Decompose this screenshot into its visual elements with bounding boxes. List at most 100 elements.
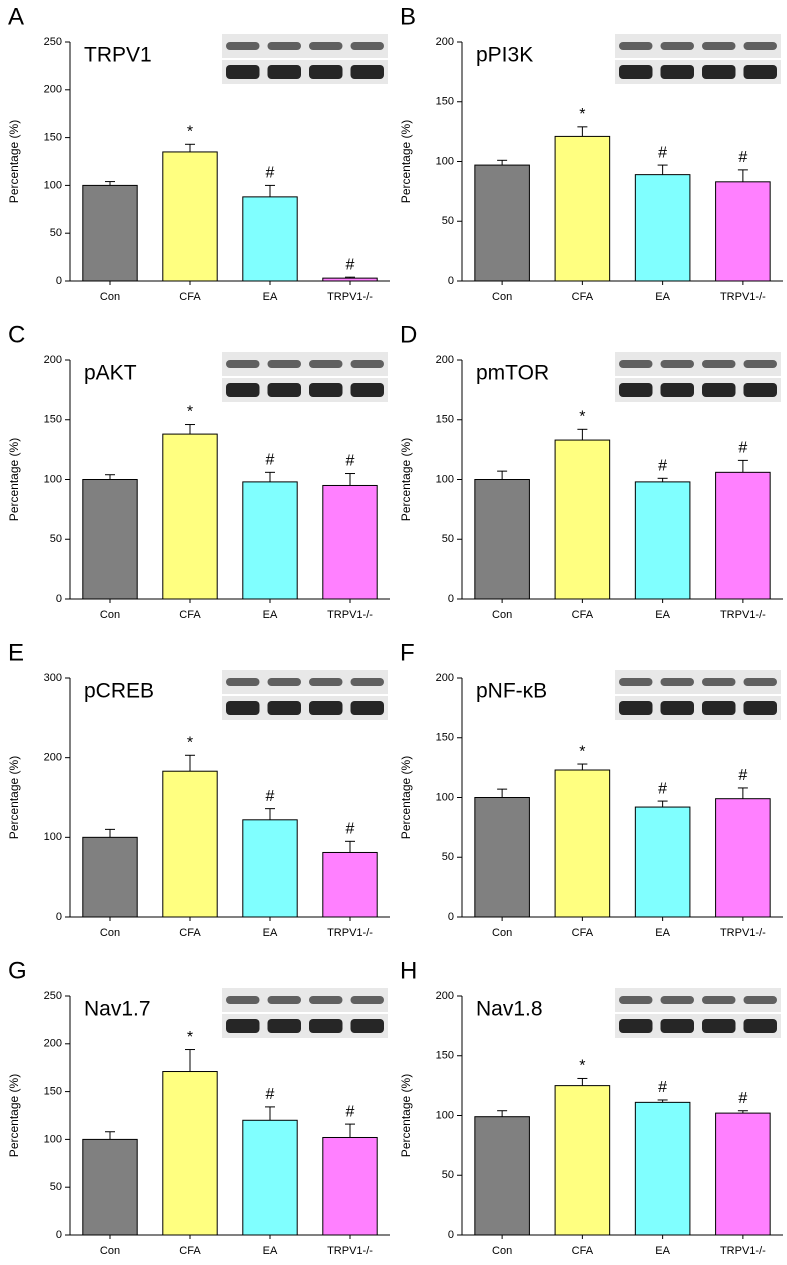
blot-band <box>226 701 260 715</box>
x-tick-label: EA <box>263 609 278 621</box>
panel-label: H <box>400 957 417 984</box>
significance-marker: # <box>658 780 667 797</box>
significance-marker: # <box>658 1079 667 1096</box>
y-tick-label: 150 <box>44 414 62 426</box>
significance-marker: # <box>346 453 355 470</box>
significance-marker: * <box>187 734 193 751</box>
panel: H Nav1.8 Percentage (%) 0 50 100 150 200 Con CFA *… <box>399 957 783 1257</box>
bar <box>634 174 691 282</box>
panel-title: pCREB <box>84 680 154 703</box>
x-tick-label: Con <box>492 927 512 939</box>
y-tick-label: 100 <box>436 1109 454 1121</box>
blot-band <box>702 360 736 368</box>
y-tick-label: 100 <box>44 179 62 191</box>
x-tick-label: CFA <box>179 1245 201 1257</box>
y-tick-label: 200 <box>436 36 454 48</box>
blot-band <box>743 65 777 79</box>
blot-band <box>702 65 736 79</box>
x-tick-label: CFA <box>572 291 594 303</box>
x-tick-label: CFA <box>179 291 201 303</box>
y-tick-label: 200 <box>436 990 454 1002</box>
blot-band <box>226 360 260 368</box>
significance-marker: * <box>579 409 585 426</box>
blot-band <box>350 383 384 397</box>
y-tick-label: 50 <box>442 215 454 227</box>
blot-band <box>267 701 301 715</box>
y-tick-label: 250 <box>44 36 62 48</box>
y-tick-label: 150 <box>436 1050 454 1062</box>
blot-band <box>702 996 736 1004</box>
y-axis-label: Percentage (%) <box>399 1074 413 1157</box>
bar <box>715 798 771 918</box>
bar <box>162 1071 218 1236</box>
blot-band <box>743 1019 777 1033</box>
bar <box>554 135 611 282</box>
y-tick-label: 0 <box>448 911 454 923</box>
bar <box>474 479 530 600</box>
y-axis-label: Percentage (%) <box>399 120 413 203</box>
bar <box>634 806 691 918</box>
y-tick-label: 100 <box>44 1133 62 1145</box>
bar <box>162 151 218 282</box>
blot-band <box>619 383 653 397</box>
bar <box>162 433 218 600</box>
bar <box>242 1119 298 1236</box>
significance-marker: * <box>187 404 193 421</box>
bar <box>715 471 771 600</box>
x-tick-label: Con <box>492 291 512 303</box>
significance-marker: # <box>266 1086 275 1103</box>
bar <box>634 1101 691 1236</box>
blot-band <box>226 1019 260 1033</box>
y-axis-label: Percentage (%) <box>7 756 21 839</box>
significance-marker: # <box>266 165 275 182</box>
x-tick-label: CFA <box>572 927 594 939</box>
blot-band <box>660 678 694 686</box>
blot-band <box>619 996 653 1004</box>
panel-title: Nav1.7 <box>84 998 151 1021</box>
y-tick-label: 150 <box>44 1086 62 1098</box>
x-tick-label: EA <box>263 1245 278 1257</box>
bar <box>474 164 530 282</box>
x-tick-label: Con <box>100 609 120 621</box>
significance-marker: # <box>658 144 667 161</box>
significance-marker: # <box>658 458 667 475</box>
y-axis-label: Percentage (%) <box>7 438 21 521</box>
blot-band <box>743 996 777 1004</box>
y-tick-label: 0 <box>56 1229 62 1241</box>
blot-band <box>350 65 384 79</box>
x-tick-label: Con <box>100 927 120 939</box>
x-tick-label: TRPV1-/- <box>720 1245 766 1257</box>
bar <box>82 1138 138 1236</box>
y-tick-label: 0 <box>448 275 454 287</box>
y-tick-label: 100 <box>436 155 454 167</box>
blot-band <box>267 996 301 1004</box>
blot-band <box>267 1019 301 1033</box>
y-tick-label: 250 <box>44 990 62 1002</box>
significance-marker: # <box>738 1090 747 1107</box>
significance-marker: # <box>266 788 275 805</box>
significance-marker: * <box>579 1058 585 1075</box>
x-tick-label: CFA <box>572 609 594 621</box>
blot-band <box>267 65 301 79</box>
panel-title: pAKT <box>84 362 137 385</box>
blot-band <box>267 383 301 397</box>
blot-band <box>309 678 343 686</box>
y-tick-label: 50 <box>50 227 62 239</box>
bar <box>474 1116 530 1236</box>
panel-title: TRPV1 <box>84 44 152 67</box>
blot-band <box>660 1019 694 1033</box>
blot-band <box>226 65 260 79</box>
blot-band <box>226 42 260 50</box>
blot-band <box>743 678 777 686</box>
x-tick-label: CFA <box>179 609 201 621</box>
y-tick-label: 100 <box>436 473 454 485</box>
bar <box>474 797 530 918</box>
y-tick-label: 50 <box>442 1169 454 1181</box>
bar <box>554 439 611 600</box>
blot-band <box>660 65 694 79</box>
x-tick-label: TRPV1-/- <box>327 609 373 621</box>
x-tick-label: EA <box>263 291 278 303</box>
blot-band <box>267 42 301 50</box>
